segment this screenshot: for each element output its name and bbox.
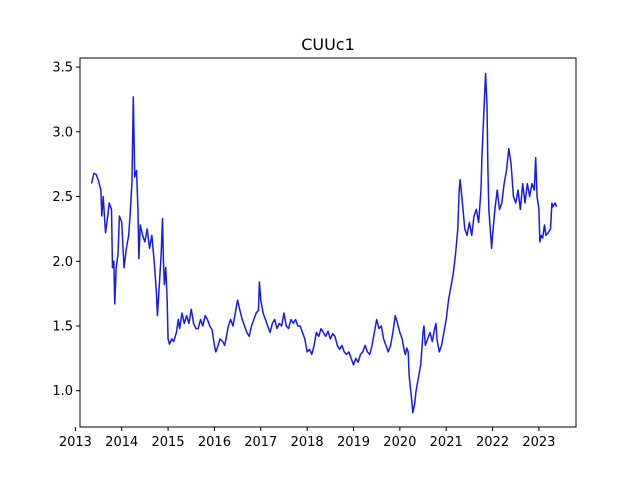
x-tick-label: 2021 [430, 435, 463, 450]
x-tick-label: 2018 [291, 435, 324, 450]
y-tick-label: 3.5 [52, 61, 73, 76]
plot-frame [79, 57, 577, 428]
x-tick-label: 2020 [383, 435, 416, 450]
series-line-0 [90, 72, 558, 414]
x-tick-label: 2019 [337, 435, 370, 450]
plot-area [80, 58, 576, 427]
x-axis: 2013 2014 2015 2016 2017 2018 2019 2020 2021 2022… [59, 427, 555, 450]
x-tick-label: 2014 [105, 435, 138, 450]
x-tick-label: 2016 [198, 435, 231, 450]
x-tick-label: 2022 [476, 435, 509, 450]
series-layer [90, 72, 558, 414]
x-tick-label: 2015 [152, 435, 185, 450]
x-tick-label: 2013 [59, 435, 92, 450]
x-tick-label: 2023 [522, 435, 555, 450]
y-tick-label: 3.0 [52, 125, 73, 140]
y-tick-label: 1.0 [52, 384, 73, 399]
chart-title: CUUc1 [301, 35, 355, 54]
x-tick-label: 2017 [244, 435, 277, 450]
y-tick-label: 2.5 [52, 190, 73, 205]
y-tick-label: 2.0 [52, 255, 73, 270]
y-tick-label: 1.5 [52, 320, 73, 335]
y-axis: 1.0 1.5 2.0 2.5 3.0 3.5 [52, 61, 80, 399]
